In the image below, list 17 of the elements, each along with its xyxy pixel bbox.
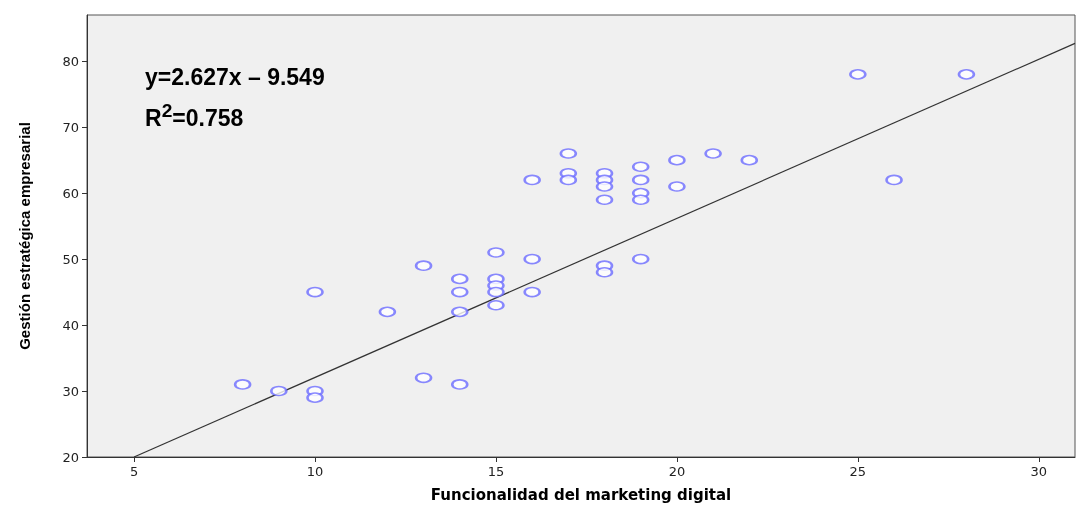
annotation: y=2.627x – 9.549 bbox=[145, 63, 325, 92]
y-axis-title: Gestión estratégica empresarial bbox=[16, 122, 33, 350]
y-tick-label: 40 bbox=[62, 317, 79, 333]
annotation: R$^{2}$=0.758 bbox=[145, 99, 245, 133]
x-tick-label: 15 bbox=[487, 464, 505, 479]
x-tick-label: 10 bbox=[306, 464, 324, 479]
x-tick-label: 5 bbox=[129, 464, 139, 479]
x-tick-label: 25 bbox=[849, 464, 867, 479]
y-tick-label: 50 bbox=[62, 251, 79, 267]
x-tick-label: 30 bbox=[1030, 464, 1048, 479]
x-tick-label: 20 bbox=[668, 464, 686, 479]
y-tick-label: 30 bbox=[62, 383, 79, 399]
y-tick-label: 60 bbox=[62, 185, 79, 201]
y-tick-label: 20 bbox=[62, 449, 79, 465]
y-tick-label: 80 bbox=[62, 53, 79, 69]
x-axis-title: Funcionalidad del marketing digital bbox=[430, 485, 732, 504]
y-tick-label: 70 bbox=[62, 119, 79, 135]
